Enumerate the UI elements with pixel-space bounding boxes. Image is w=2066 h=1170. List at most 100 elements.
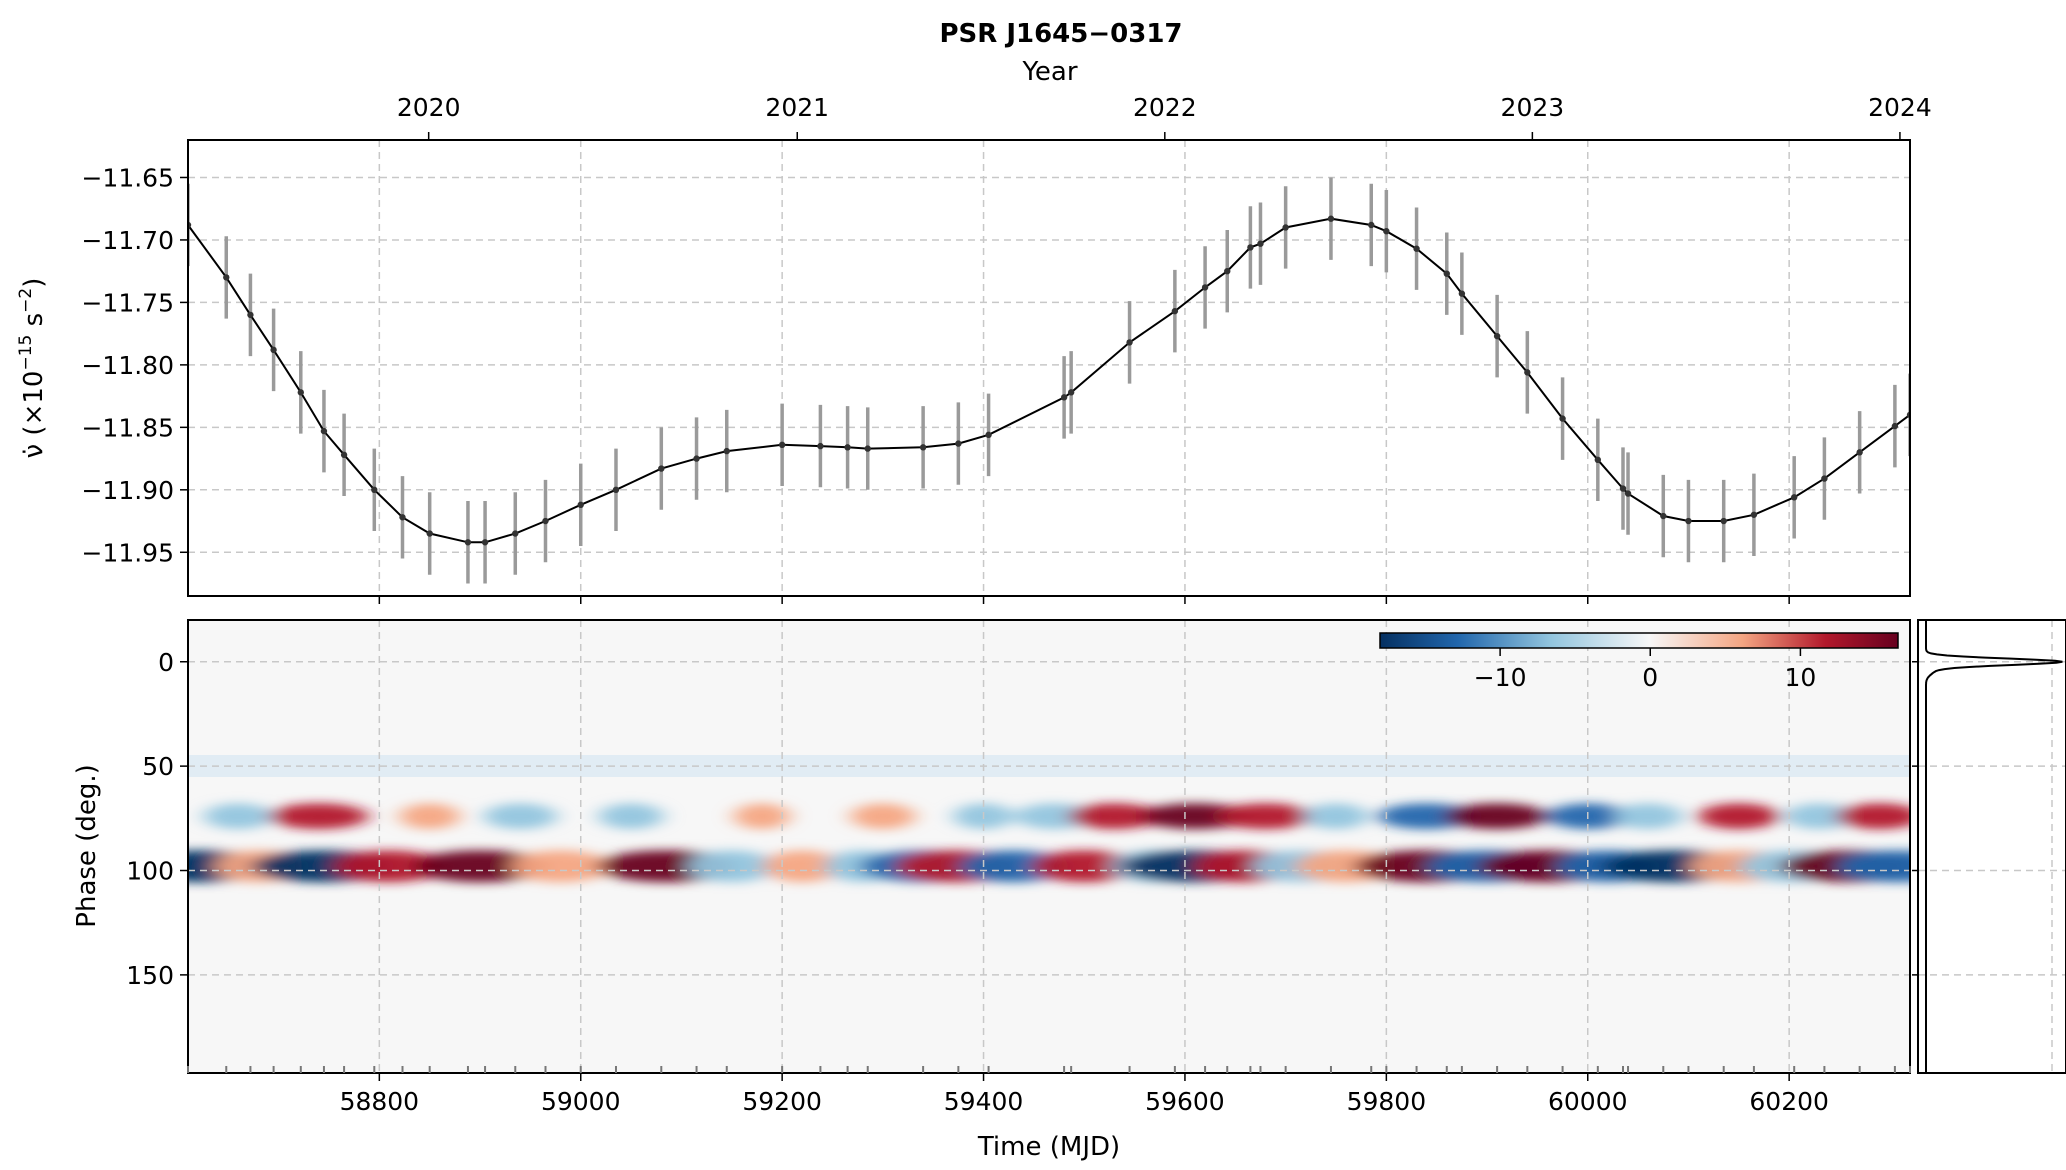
year-tick-label-0: 2020 bbox=[397, 93, 461, 122]
heat-ytick-label-0: 0 bbox=[158, 648, 174, 677]
data-point-21 bbox=[844, 444, 851, 451]
band_98-feature-5 bbox=[511, 850, 611, 883]
top-axis-ticks: 2020 2021 2022 2023 2024 bbox=[397, 93, 1932, 140]
top-ytick-label-6: −11.95 bbox=[81, 538, 174, 567]
band_75-feature-0 bbox=[203, 803, 273, 830]
data-point-12 bbox=[512, 530, 519, 537]
data-point-8 bbox=[399, 514, 406, 521]
top-axis-label: Year bbox=[1021, 57, 1077, 87]
ylabel-main: ν̇ (×10 bbox=[19, 371, 49, 459]
band_75-feature-14 bbox=[1445, 803, 1549, 830]
band_75-feature-3 bbox=[483, 803, 557, 830]
data-point-17 bbox=[693, 455, 700, 462]
band_75-feature-10 bbox=[1141, 803, 1249, 830]
data-point-22 bbox=[864, 445, 871, 452]
data-point-45 bbox=[1619, 485, 1627, 492]
data-point-35 bbox=[1327, 215, 1335, 222]
band_75-feature-5 bbox=[734, 803, 790, 830]
data-point-30 bbox=[1201, 284, 1209, 291]
top-y-ticks: −11.65 −11.70 −11.75 −11.80 −11.85 −11.90 −11.… bbox=[81, 163, 188, 567]
profile-axes-frame bbox=[1917, 619, 2066, 1074]
heat-xtick-label-3: 59400 bbox=[944, 1087, 1024, 1116]
band_75-feature-19 bbox=[1836, 803, 1910, 830]
data-point-23 bbox=[919, 444, 927, 451]
data-point-24 bbox=[955, 440, 962, 447]
heat-ytick-label-1: 50 bbox=[142, 752, 174, 781]
data-point-44 bbox=[1594, 456, 1602, 464]
heatmap-y-ticks: 0 50 100 150 bbox=[126, 648, 188, 990]
y-axis-label-phase: Phase (deg.) bbox=[72, 764, 102, 927]
data-point-31 bbox=[1224, 267, 1231, 275]
band_75-feature-18 bbox=[1784, 803, 1854, 830]
band_75-feature-2 bbox=[399, 803, 460, 830]
data-point-14 bbox=[577, 501, 584, 508]
y-axis-label-nudot: ν̇ (×10−15 s−2) bbox=[16, 278, 49, 459]
heat-xtick-label-1: 59000 bbox=[541, 1087, 621, 1116]
x-axis-label: Time (MJD) bbox=[977, 1132, 1120, 1162]
year-tick-label-3: 2023 bbox=[1501, 93, 1565, 122]
data-point-41 bbox=[1493, 332, 1501, 340]
data-point-26 bbox=[1060, 394, 1068, 401]
heatmap-axes-frame bbox=[187, 619, 1911, 1074]
profile-grid bbox=[1912, 620, 2066, 1073]
top-ytick-label-3: −11.80 bbox=[81, 351, 174, 380]
heat-xtick-label-2: 59200 bbox=[742, 1087, 822, 1116]
data-point-1 bbox=[223, 274, 230, 281]
data-point-46 bbox=[1624, 490, 1632, 497]
band_75-feature-13 bbox=[1377, 803, 1477, 830]
nudot-series bbox=[188, 177, 1910, 584]
data-point-42 bbox=[1524, 369, 1531, 376]
data-point-47 bbox=[1660, 512, 1667, 520]
ylabel-close: ) bbox=[19, 278, 49, 288]
top-ytick-label-4: −11.85 bbox=[81, 413, 174, 442]
heat-xtick-label-0: 58800 bbox=[340, 1087, 420, 1116]
data-point-52 bbox=[1821, 475, 1828, 482]
top-panel: −11.65 −11.70 −11.75 −11.80 −11.85 −11.90 −11.… bbox=[16, 139, 1911, 604]
data-point-33 bbox=[1257, 240, 1264, 247]
chart-title: PSR J1645−0317 bbox=[939, 19, 1182, 49]
heatmap-features bbox=[188, 803, 1910, 883]
heat-xtick-label-7: 60200 bbox=[1749, 1087, 1829, 1116]
band_75-feature-9 bbox=[1069, 803, 1160, 830]
top-ytick-label-2: −11.75 bbox=[81, 288, 174, 317]
year-tick-label-4: 2024 bbox=[1868, 93, 1932, 122]
data-point-10 bbox=[464, 539, 472, 546]
pulse-profile-panel bbox=[1912, 619, 2066, 1074]
heat-xtick-label-6: 60000 bbox=[1548, 1087, 1628, 1116]
band_75-feature-4 bbox=[598, 803, 664, 830]
ylabel-unit-sup: −2 bbox=[16, 288, 36, 313]
data-point-2 bbox=[247, 311, 254, 319]
heat-ytick-label-3: 150 bbox=[126, 961, 174, 990]
band_98-feature-3 bbox=[334, 850, 445, 883]
top-ytick-label-1: −11.70 bbox=[81, 226, 174, 255]
colorbar-tick-label-1: 0 bbox=[1642, 663, 1658, 692]
data-point-54 bbox=[1891, 422, 1899, 430]
band_75-feature-16 bbox=[1613, 803, 1683, 830]
colorbar-tick-label-2: 10 bbox=[1784, 663, 1816, 692]
data-point-18 bbox=[723, 447, 730, 455]
data-point-53 bbox=[1856, 449, 1863, 456]
band_98-feature-13 bbox=[1031, 850, 1137, 883]
top-axes-frame bbox=[187, 139, 1911, 597]
data-point-19 bbox=[778, 441, 786, 449]
heat-xtick-label-5: 59800 bbox=[1347, 1087, 1427, 1116]
top-x-ticks bbox=[378, 596, 1790, 604]
band_98-feature-7 bbox=[687, 850, 776, 883]
band_75-feature-17 bbox=[1697, 803, 1780, 830]
heat-ytick-label-2: 100 bbox=[126, 857, 174, 886]
band_75-feature-12 bbox=[1303, 803, 1369, 830]
data-point-11 bbox=[481, 539, 489, 546]
colorbar: −10 0 10 bbox=[1379, 632, 1899, 692]
data-point-13 bbox=[542, 517, 549, 525]
colorbar-gradient bbox=[1379, 632, 1899, 649]
top-grid bbox=[188, 140, 1910, 596]
year-tick-label-1: 2021 bbox=[765, 93, 829, 122]
band_75-feature-11 bbox=[1218, 803, 1313, 830]
data-point-3 bbox=[270, 346, 277, 354]
data-point-16 bbox=[658, 465, 665, 472]
data-point-43 bbox=[1559, 415, 1566, 422]
heat-xtick-label-4: 59600 bbox=[1145, 1087, 1225, 1116]
heatmap-x-ticks: 58800 59000 59200 59400 59600 59800 60000 60200 bbox=[187, 1066, 1911, 1116]
